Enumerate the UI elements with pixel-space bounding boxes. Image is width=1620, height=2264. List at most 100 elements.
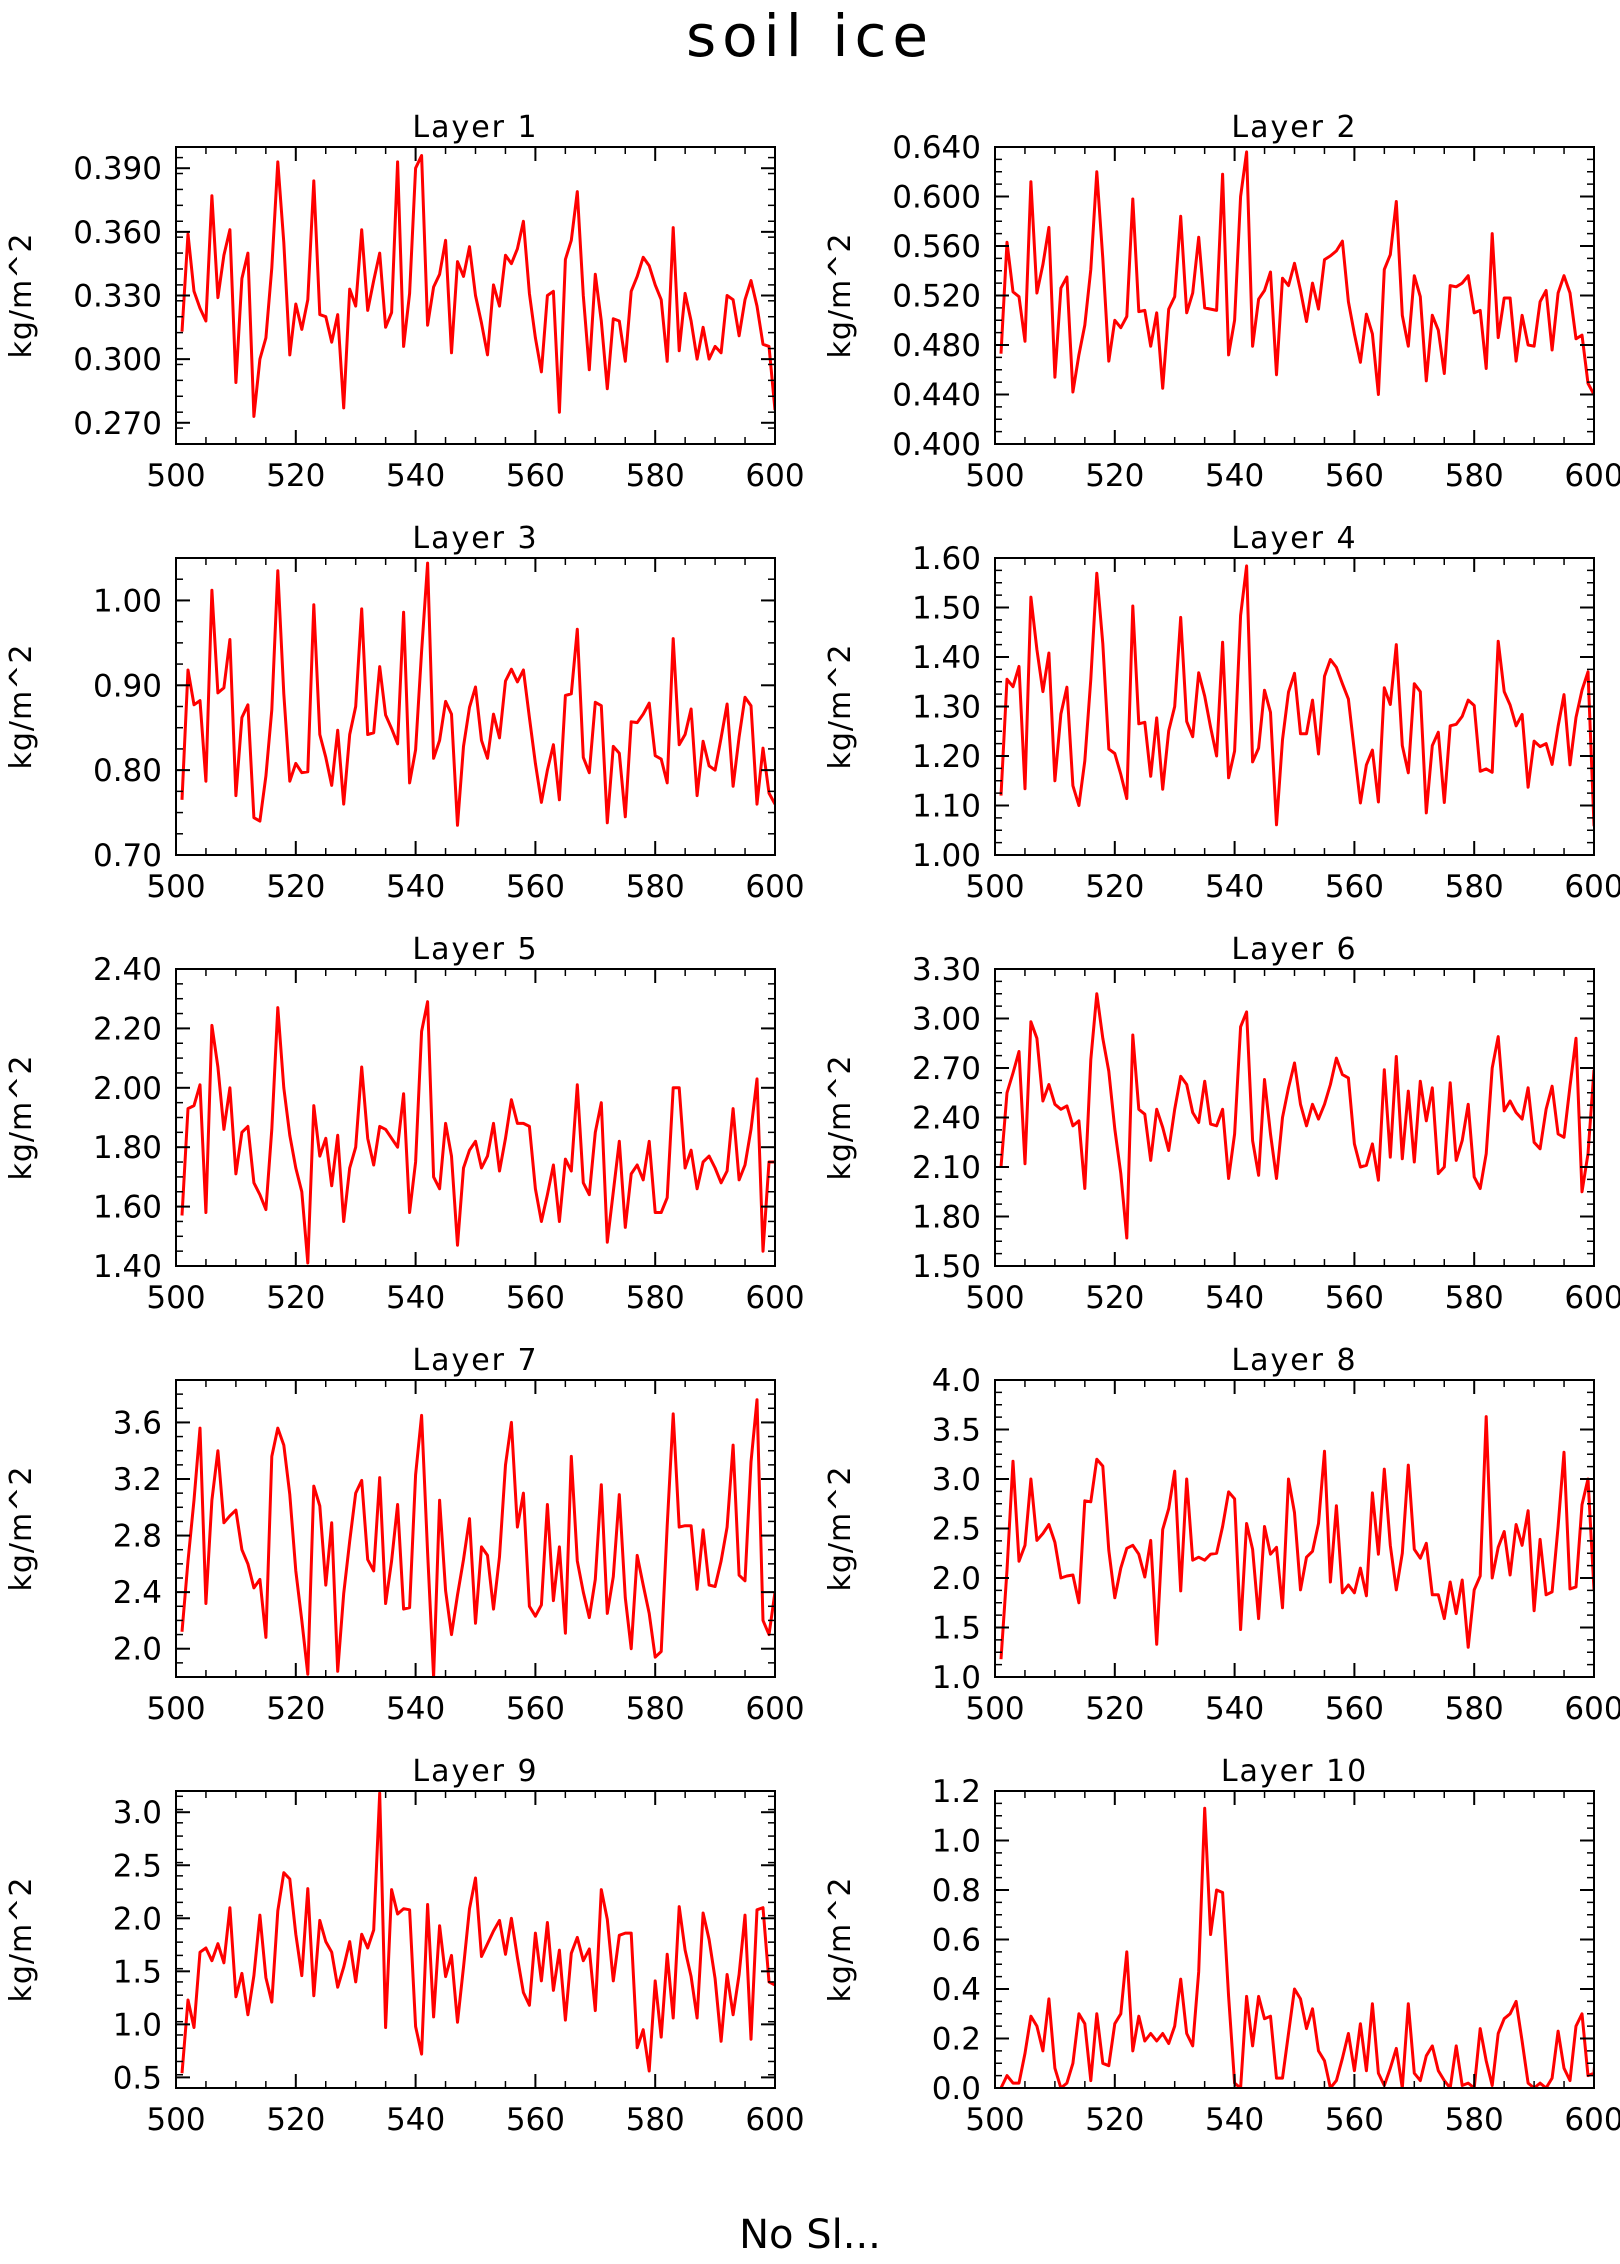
y-tick-label: 0.80: [93, 753, 162, 789]
y-tick-label: 2.00: [93, 1071, 162, 1107]
y-tick-label: 0.6: [932, 1923, 981, 1959]
x-tick-label: 600: [1564, 2102, 1620, 2138]
footer-text: No Sl...: [739, 2212, 881, 2258]
y-tick-label: 0.4: [932, 1972, 981, 2008]
y-tick-label: 1.20: [912, 739, 981, 775]
x-tick-label: 520: [1085, 2102, 1144, 2138]
x-tick-label: 560: [506, 869, 565, 905]
y-tick-label: 1.40: [93, 1249, 162, 1285]
y-tick-label: 1.0: [932, 1824, 981, 1860]
y-tick-label: 2.40: [93, 952, 162, 988]
x-tick-label: 560: [1325, 869, 1384, 905]
y-tick-label: 3.2: [113, 1462, 162, 1498]
x-tick-label: 580: [626, 1280, 685, 1316]
y-tick-label: 0.8: [932, 1873, 981, 1909]
y-tick-label: 0.90: [93, 668, 162, 704]
y-tick-label: 2.0: [932, 1561, 981, 1597]
x-tick-label: 540: [386, 1280, 445, 1316]
x-tick-label: 600: [1564, 1691, 1620, 1727]
chart-panel-3: Layer 3 kg/m^2 500 520 540 560 580 600 0.70 0.80 0…: [4, 521, 805, 905]
x-tick-label: 560: [506, 2102, 565, 2138]
x-tick-label: 560: [506, 1691, 565, 1727]
x-tick-label: 520: [1085, 458, 1144, 494]
chart-title: Layer 1: [412, 110, 538, 145]
y-tick-label: 0.0: [932, 2071, 981, 2107]
y-tick-label: 1.60: [912, 541, 981, 577]
series-line: [180, 561, 775, 827]
series-line: [999, 992, 1594, 1240]
x-tick-label: 520: [266, 1691, 325, 1727]
x-tick-label: 500: [146, 2102, 205, 2138]
series-line: [999, 564, 1594, 827]
y-tick-label: 1.30: [912, 690, 981, 726]
x-tick-label: 500: [965, 1691, 1024, 1727]
series-line: [999, 150, 1594, 396]
x-tick-label: 540: [1205, 458, 1264, 494]
y-tick-label: 0.390: [73, 151, 162, 187]
y-tick-label: 0.640: [892, 130, 981, 166]
y-tick-label: 2.5: [113, 1848, 162, 1884]
x-tick-label: 500: [965, 458, 1024, 494]
y-tick-label: 2.0: [113, 1901, 162, 1937]
x-tick-label: 560: [1325, 1691, 1384, 1727]
x-tick-label: 560: [1325, 1280, 1384, 1316]
x-tick-label: 580: [1445, 869, 1504, 905]
y-tick-label: 0.600: [892, 180, 981, 216]
page-title: soil ice: [685, 2, 935, 70]
series-line: [180, 1791, 775, 2074]
x-tick-label: 500: [965, 1280, 1024, 1316]
y-tick-label: 2.0: [113, 1632, 162, 1668]
x-tick-label: 600: [1564, 869, 1620, 905]
chart-panel-8: Layer 8 kg/m^2 500 520 540 560 580 600 1.0 1.5 2.0…: [823, 1343, 1620, 1727]
y-tick-label: 1.50: [912, 1249, 981, 1285]
chart-panel-9: Layer 9 kg/m^2 500 520 540 560 580 600 0.5 1.0 1.5…: [4, 1754, 805, 2138]
y-axis-label: kg/m^2: [4, 1055, 39, 1181]
plot-frame: [994, 1790, 1595, 2089]
chart-title: Layer 6: [1231, 932, 1357, 967]
plot-frame: [994, 557, 1595, 856]
y-tick-label: 0.520: [892, 279, 981, 315]
y-tick-label: 0.440: [892, 378, 981, 414]
y-tick-label: 0.2: [932, 2022, 981, 2058]
y-tick-label: 1.0: [113, 2007, 162, 2043]
x-tick-label: 540: [1205, 1280, 1264, 1316]
x-tick-label: 580: [1445, 458, 1504, 494]
y-tick-label: 2.10: [912, 1150, 981, 1186]
x-tick-label: 520: [266, 869, 325, 905]
x-tick-label: 520: [1085, 869, 1144, 905]
series-line: [999, 1415, 1594, 1660]
chart-title: Layer 7: [412, 1343, 538, 1378]
chart-title: Layer 10: [1221, 1754, 1368, 1789]
y-tick-label: 1.80: [912, 1200, 981, 1236]
y-tick-label: 1.00: [93, 583, 162, 619]
y-tick-label: 1.10: [912, 789, 981, 825]
chart-title: Layer 4: [1231, 521, 1357, 556]
y-tick-label: 2.40: [912, 1101, 981, 1137]
y-tick-label: 3.6: [113, 1405, 162, 1441]
x-tick-label: 500: [146, 869, 205, 905]
x-tick-label: 580: [1445, 1691, 1504, 1727]
chart-title: Layer 9: [412, 1754, 538, 1789]
chart-panel-2: Layer 2 kg/m^2 500 520 540 560 580 600 0.400 0.44…: [823, 110, 1620, 494]
x-tick-label: 600: [745, 869, 804, 905]
chart-title: Layer 8: [1231, 1343, 1357, 1378]
x-tick-label: 500: [146, 458, 205, 494]
y-tick-label: 0.400: [892, 427, 981, 463]
y-tick-label: 3.00: [912, 1002, 981, 1038]
y-axis-label: kg/m^2: [823, 1055, 858, 1181]
y-tick-label: 2.70: [912, 1051, 981, 1087]
x-tick-label: 560: [506, 458, 565, 494]
x-tick-label: 500: [965, 869, 1024, 905]
y-tick-label: 1.60: [93, 1190, 162, 1226]
x-tick-label: 500: [146, 1691, 205, 1727]
series-line: [180, 1000, 775, 1265]
chart-panel-10: Layer 10 kg/m^2 500 520 540 560 580 600 0.0 0.2 0.…: [823, 1754, 1620, 2138]
x-tick-label: 540: [386, 869, 445, 905]
series-line: [180, 1398, 775, 1677]
x-tick-label: 520: [1085, 1691, 1144, 1727]
y-tick-label: 0.70: [93, 838, 162, 874]
y-tick-label: 0.480: [892, 328, 981, 364]
y-tick-label: 3.0: [113, 1795, 162, 1831]
chart-title: Layer 2: [1231, 110, 1357, 145]
